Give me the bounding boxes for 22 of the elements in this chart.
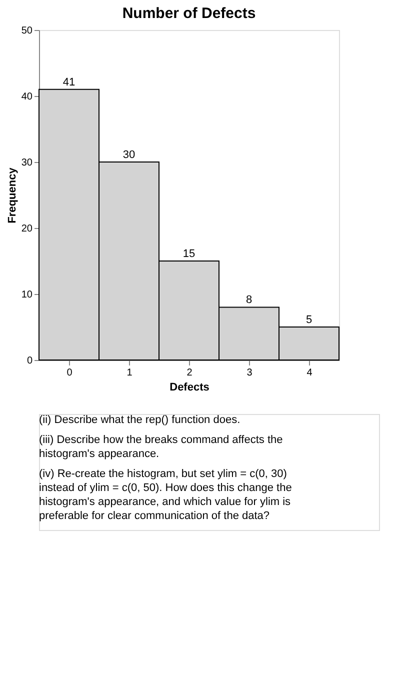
text: (iii) Describe how the breaks command affects the histogram's appearance.	[39, 434, 283, 460]
x-tick-label: 2	[186, 368, 193, 378]
y-axis-title: Frequency	[6, 166, 18, 224]
x-axis-title: Defects	[170, 382, 210, 394]
x-tick-label: 3	[246, 368, 253, 378]
y-tick-label: 10	[21, 290, 33, 300]
data-label: 5	[306, 314, 312, 326]
x-tick-label: 4	[306, 368, 313, 378]
data-label: 8	[246, 294, 252, 306]
chart-title: Number of Defects	[122, 5, 256, 22]
y-tick-label: 30	[21, 158, 33, 168]
y-tick-label: 50	[21, 26, 33, 36]
data-label: 41	[62, 76, 76, 88]
y-tick-label: 40	[21, 92, 33, 102]
data-label: 30	[122, 149, 136, 161]
data-label: 15	[182, 248, 196, 260]
y-tick-label: 0	[26, 356, 33, 366]
x-tick-label: 1	[126, 368, 133, 378]
y-tick-label: 20	[21, 224, 33, 234]
text: (iv) Re-create the histogram, but set ylim = c(0, 30) instead of ylim = c(0, 50). How does this change the histogram's appearance, and which value for ylim is preferable for clear communication of the data?	[39, 468, 292, 522]
text: (ii) Describe what the rep() function does.	[39, 414, 240, 426]
x-tick-label: 0	[66, 368, 73, 378]
